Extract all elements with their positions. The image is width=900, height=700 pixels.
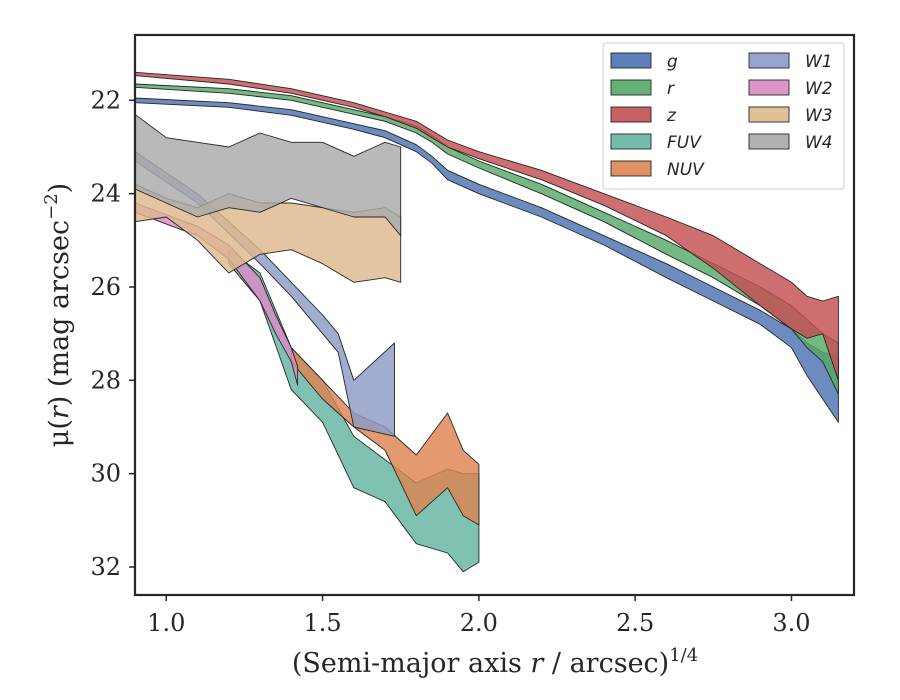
series-band-g xyxy=(134,97,839,423)
legend-swatch-r xyxy=(610,79,652,96)
legend: grz FUV NUV W1 W2 W3 W4 xyxy=(602,42,845,190)
legend-label-r: r xyxy=(667,79,675,99)
legend-swatch-w2 xyxy=(748,79,790,96)
legend-label-z: z xyxy=(666,106,677,126)
legend-label-w1: W1 xyxy=(805,52,833,72)
x-tick-label: 1.5 xyxy=(303,609,341,637)
y-tick-label: 28 xyxy=(90,366,121,394)
legend-swatch-w4 xyxy=(748,133,790,150)
x-axis-label: (Semi-major axis r / arcsec)1/4 xyxy=(292,645,698,679)
y-axis-label-mu: μ( xyxy=(44,419,75,447)
legend-swatch-nuv xyxy=(610,160,652,177)
y-axis-label-close: ) xyxy=(44,183,75,194)
legend-label-g: g xyxy=(667,52,678,72)
legend-swatch-z xyxy=(610,106,652,123)
y-tick-label: 24 xyxy=(90,180,121,208)
legend-label-w4: W4 xyxy=(805,133,833,153)
series-layer xyxy=(134,71,839,573)
y-tick-label: 26 xyxy=(90,273,121,301)
series-band-w4 xyxy=(134,113,402,237)
y-axis-label-sup: −2 xyxy=(41,193,62,220)
x-tick-label: 3.0 xyxy=(772,609,810,637)
y-axis-label: μ(r) (mag arcsec−2) xyxy=(41,183,75,447)
x-axis-label-pre: (Semi-major axis xyxy=(292,648,531,679)
x-tick-label: 2.0 xyxy=(460,609,498,637)
legend-label-w3: W3 xyxy=(805,106,833,126)
legend-swatch-w1 xyxy=(748,52,790,69)
legend-swatch-g xyxy=(610,52,652,69)
legend-label-fuv: FUV xyxy=(667,133,702,153)
legend-box xyxy=(602,42,845,190)
x-axis-label-sup: 1/4 xyxy=(669,645,698,666)
y-axis-label-post: ) (mag arcsec xyxy=(44,220,75,406)
x-axis-label-var: r xyxy=(530,648,545,679)
y-axis-label-var: r xyxy=(44,404,75,419)
y-tick-label: 22 xyxy=(90,86,121,114)
plot-frame xyxy=(133,33,856,597)
legend-swatch-fuv xyxy=(610,133,652,150)
x-tick-label: 1.0 xyxy=(147,609,185,637)
x-tick-label: 2.5 xyxy=(616,609,654,637)
legend-label-nuv: NUV xyxy=(667,160,705,180)
legend-swatch-w3 xyxy=(748,106,790,123)
y-tick-label: 32 xyxy=(90,553,121,581)
x-axis-label-post: / arcsec) xyxy=(543,648,669,679)
y-tick-label: 30 xyxy=(90,460,121,488)
legend-label-w2: W2 xyxy=(805,79,833,99)
series-band-z xyxy=(134,71,839,381)
ticks-layer: 1.0 1.5 2.0 2.5 3.0 22 24 26 28 30 32 xyxy=(90,86,810,637)
